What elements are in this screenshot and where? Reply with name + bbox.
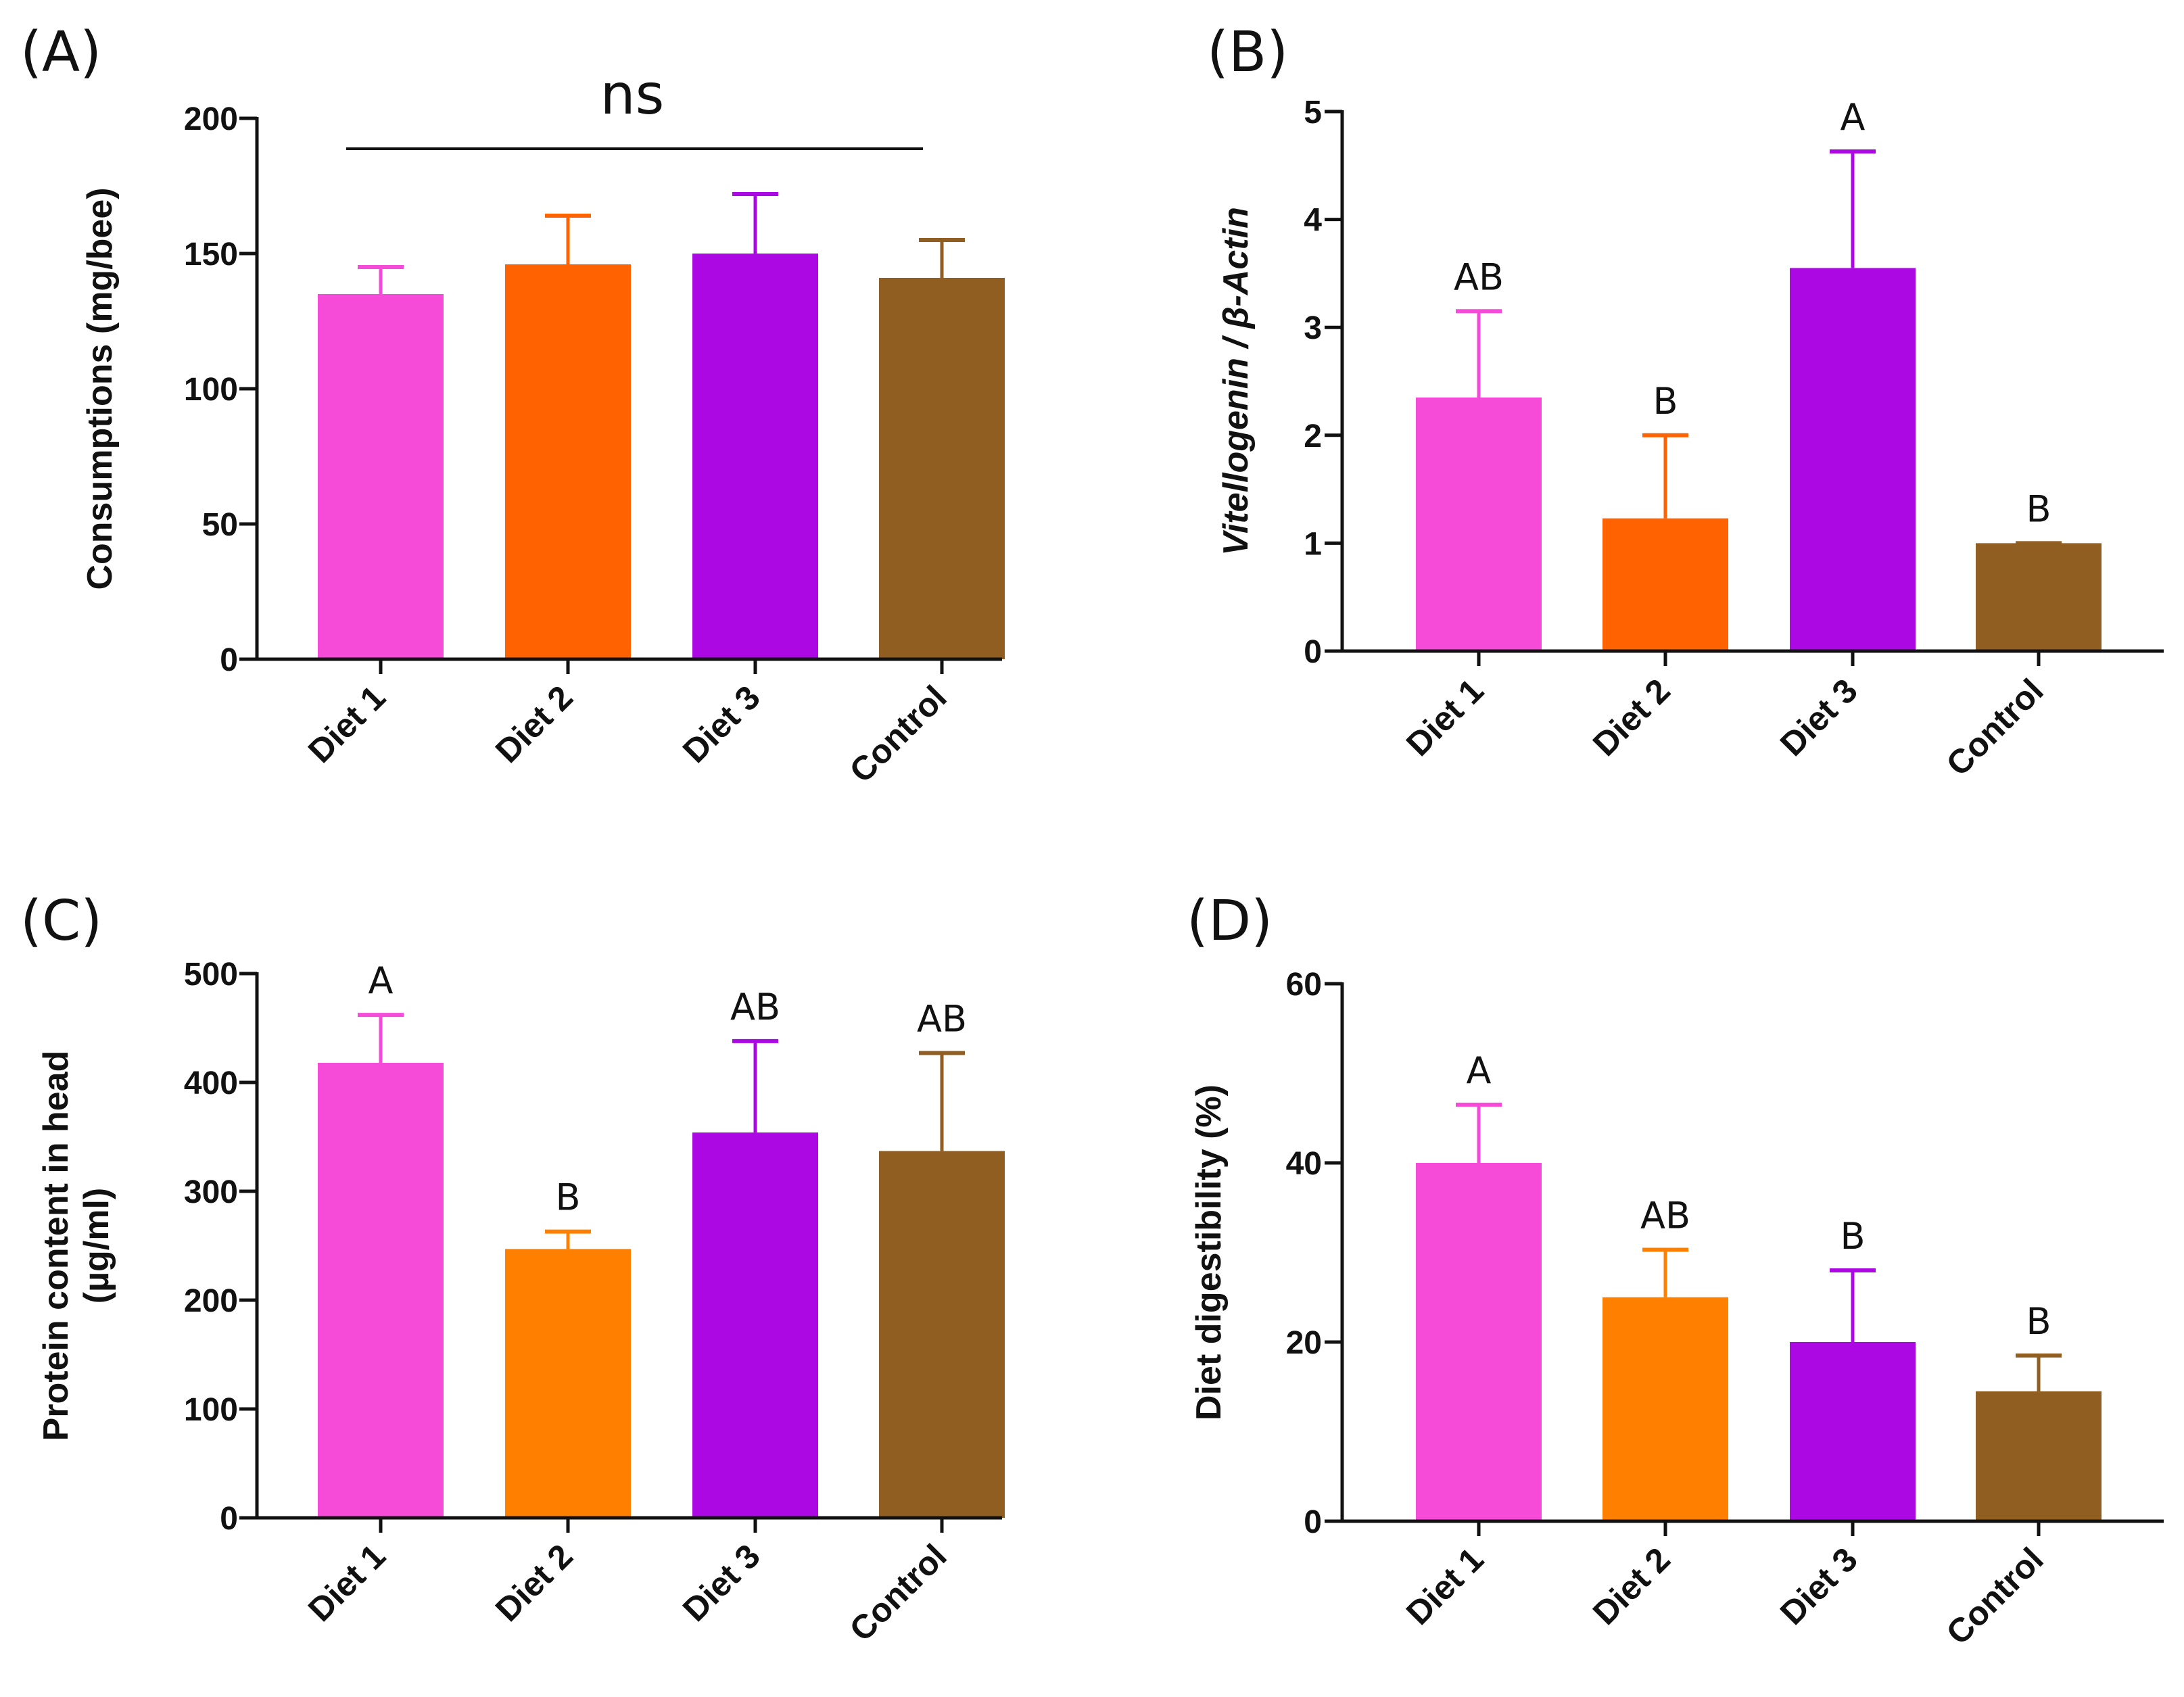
chart-panel-b: (B) AB Diet 1 B Diet 2 A Diet 3 B Control 0 1 2 3 4 5 V…: [1207, 20, 2164, 783]
significance-label: B: [1840, 1215, 1865, 1258]
y-tick-label: 100: [184, 372, 238, 408]
x-tick-label: Diet 3: [1773, 1540, 1865, 1632]
significance-label: B: [1653, 380, 1678, 423]
x-tick-label: Control: [842, 1537, 954, 1648]
panel-label: (B): [1207, 20, 1288, 85]
bar: [879, 278, 1005, 659]
y-tick-label: 0: [1304, 1504, 1322, 1540]
bar: [1416, 397, 1542, 651]
x-tick-label: Control: [842, 678, 954, 790]
significance-label: B: [555, 1176, 580, 1219]
bar: [879, 1151, 1005, 1518]
x-tick-label: Diet 3: [675, 1537, 767, 1629]
y-tick-label: 5: [1304, 95, 1322, 130]
y-axis-label: Vitellogenin / β-Actin: [1216, 207, 1256, 556]
bar: [1603, 1297, 1728, 1521]
x-tick-label: Diet 1: [301, 1537, 393, 1629]
y-tick-label: 1: [1304, 526, 1322, 562]
x-tick-label: Diet 2: [488, 1537, 580, 1629]
bar: [1603, 518, 1728, 651]
significance-label: A: [1841, 96, 1866, 139]
bar: [692, 1132, 818, 1518]
y-tick-label: 50: [202, 507, 238, 543]
bar: [505, 264, 631, 659]
panel-label: (A): [20, 20, 101, 85]
bar: [1976, 1391, 2102, 1521]
bar: [318, 294, 444, 659]
y-axis-label: Protein content in head: [37, 1051, 76, 1441]
y-axis-label: Consumptions (mg/bee): [80, 187, 120, 590]
significance-label: A: [1467, 1049, 1492, 1092]
y-tick-label: 20: [1286, 1325, 1322, 1361]
y-tick-label: 150: [184, 237, 238, 272]
significance-label: A: [369, 959, 394, 1002]
y-tick-label: 500: [184, 957, 238, 993]
y-tick-label: 0: [220, 1501, 238, 1537]
y-tick-label: 40: [1286, 1146, 1322, 1182]
bar: [1976, 543, 2102, 651]
panel-label: (C): [20, 889, 102, 953]
bar: [505, 1249, 631, 1518]
bar: [1790, 1342, 1916, 1521]
panel-label: (D): [1187, 889, 1273, 953]
significance-label: ns: [600, 63, 665, 127]
x-tick-label: Diet 1: [1399, 671, 1491, 763]
x-tick-label: Diet 2: [1586, 1540, 1678, 1632]
x-tick-label: Diet 2: [1586, 671, 1678, 763]
y-tick-label: 0: [1304, 634, 1322, 670]
significance-label: B: [2026, 1300, 2051, 1343]
y-tick-label: 2: [1304, 419, 1322, 454]
bar: [1790, 268, 1916, 651]
significance-label: B: [2026, 487, 2051, 530]
significance-label: AB: [917, 998, 967, 1041]
y-tick-label: 200: [184, 1283, 238, 1319]
chart-panel-d: (D) A Diet 1 AB Diet 2 B Diet 3 B Control 0 20 40 60…: [1187, 889, 2164, 1652]
y-axis-label-unit: (µg/ml): [77, 1188, 116, 1304]
bar: [692, 254, 818, 659]
y-axis-label: Diet digestibility (%): [1189, 1084, 1229, 1420]
y-tick-label: 100: [184, 1392, 238, 1428]
y-tick-label: 60: [1286, 967, 1322, 1003]
x-tick-label: Control: [1939, 1540, 2051, 1652]
y-tick-label: 200: [184, 101, 238, 137]
y-tick-label: 300: [184, 1174, 238, 1210]
x-tick-label: Control: [1939, 671, 2051, 783]
significance-label: AB: [1640, 1195, 1690, 1237]
chart-panel-c: (C) A Diet 1 B Diet 2 AB Diet 3 AB Control 0 100 20…: [20, 889, 1005, 1648]
bar: [318, 1063, 444, 1518]
x-tick-label: Diet 3: [675, 678, 767, 770]
x-tick-label: Diet 1: [1399, 1540, 1491, 1632]
significance-label: AB: [730, 986, 780, 1028]
x-tick-label: Diet 2: [488, 678, 580, 770]
y-tick-label: 4: [1304, 203, 1322, 239]
x-tick-label: Diet 1: [301, 678, 393, 770]
x-tick-label: Diet 3: [1773, 671, 1865, 763]
chart-panel-a: (A) Diet 1 Diet 2 Diet 3 Control 0 50 100 150 200…: [20, 20, 1005, 790]
y-tick-label: 0: [220, 642, 238, 678]
y-tick-label: 400: [184, 1066, 238, 1101]
significance-label: AB: [1454, 256, 1504, 298]
y-tick-label: 3: [1304, 310, 1322, 346]
bar: [1416, 1163, 1542, 1521]
